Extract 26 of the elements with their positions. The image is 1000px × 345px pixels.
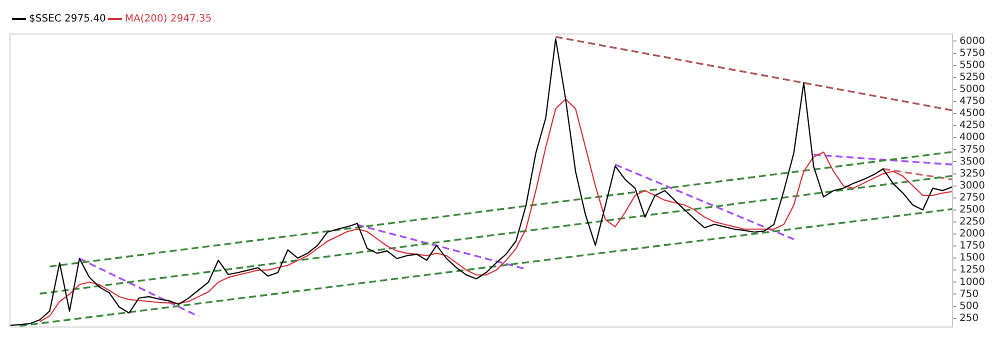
y-tick-label: 2500 xyxy=(960,204,986,216)
y-tick-label: 4250 xyxy=(960,120,986,132)
y-tick-label: 2750 xyxy=(960,192,986,204)
y-tick-label: 4500 xyxy=(960,108,986,120)
y-tick-label: 5250 xyxy=(960,72,986,83)
y-tick-label: 3250 xyxy=(960,168,986,180)
y-tick-label: 1750 xyxy=(960,240,986,252)
y-tick-label: 3500 xyxy=(960,156,986,168)
y-tick-label: 3000 xyxy=(960,180,986,192)
y-tick-label: 5750 xyxy=(960,48,986,59)
y-tick-label: 1500 xyxy=(960,252,986,264)
y-tick-label: 1000 xyxy=(960,276,986,288)
y-tick-label: 250 xyxy=(960,312,979,324)
y-tick-label: 5500 xyxy=(960,60,986,71)
y-tick-label: 6000 xyxy=(960,36,986,47)
y-tick-label: 500 xyxy=(960,300,979,312)
y-tick-label: 750 xyxy=(960,288,979,300)
y-tick-label: 4000 xyxy=(960,132,986,144)
y-tick-label: 4750 xyxy=(960,96,986,108)
y-tick-label: 2250 xyxy=(960,216,986,228)
legend-label: $SSEC 2975.40 xyxy=(29,14,106,25)
y-tick-label: 5000 xyxy=(960,84,986,96)
y-tick-label: 1250 xyxy=(960,264,986,276)
y-tick-label: 3750 xyxy=(960,144,986,156)
y-tick-label: 2000 xyxy=(960,228,986,240)
legend-label: MA(200) 2947.35 xyxy=(124,14,212,25)
